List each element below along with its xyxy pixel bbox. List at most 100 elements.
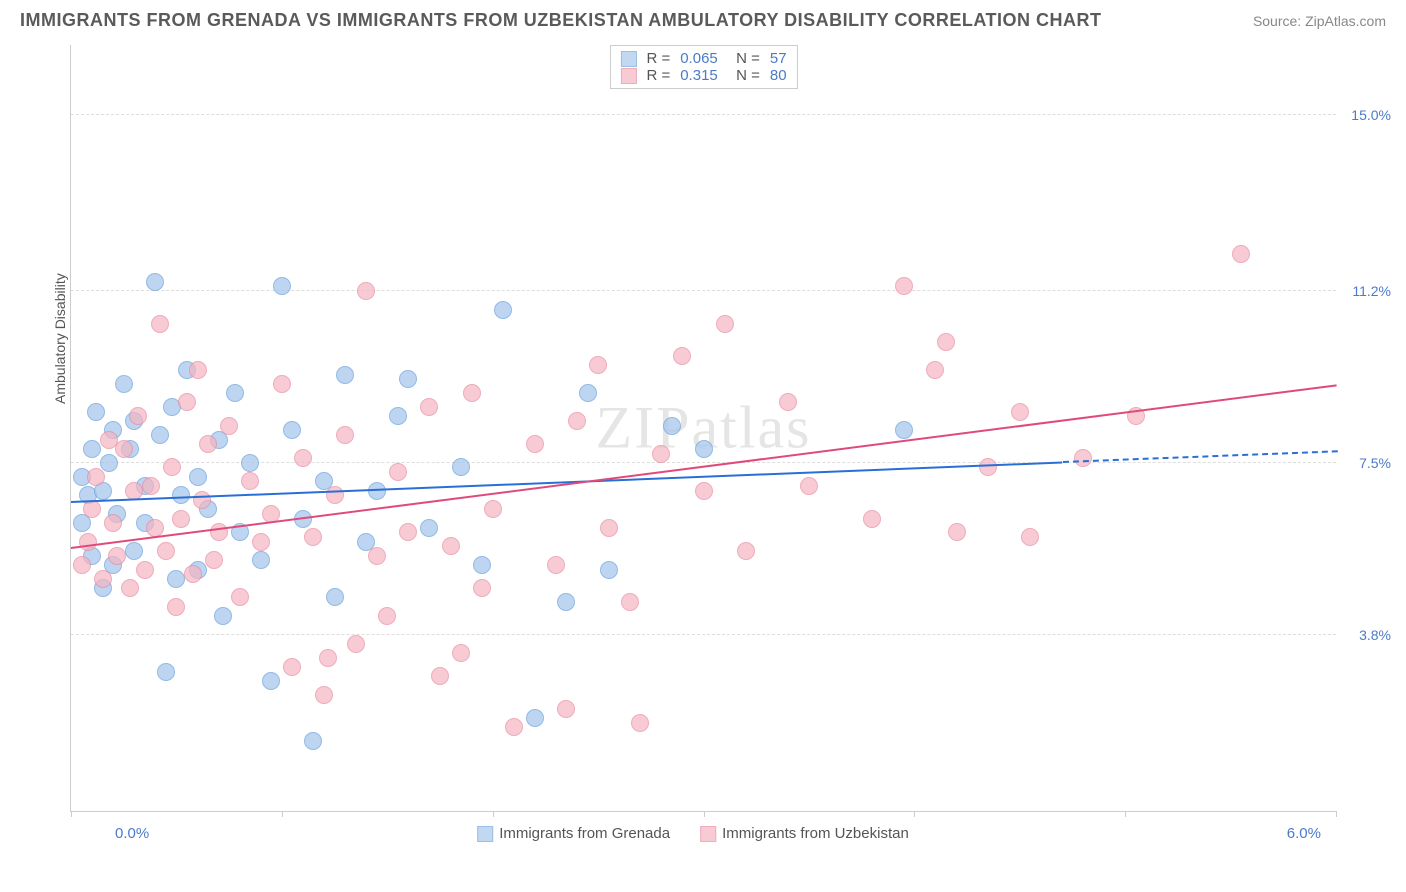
scatter-point [252,533,270,551]
scatter-point [420,398,438,416]
scatter-point [142,477,160,495]
x-tick [1336,811,1337,817]
scatter-point [87,403,105,421]
x-tick [282,811,283,817]
scatter-point [108,547,126,565]
r-label: R = [646,67,670,84]
scatter-point [357,282,375,300]
n-value: 80 [770,67,787,84]
scatter-point [136,561,154,579]
scatter-point [452,644,470,662]
scatter-point [231,588,249,606]
scatter-point [273,375,291,393]
legend-label: Immigrants from Grenada [499,825,670,842]
scatter-point [157,542,175,560]
scatter-point [157,663,175,681]
y-tick-label: 11.2% [1352,283,1391,299]
scatter-point [442,537,460,555]
scatter-point [621,593,639,611]
r-label: R = [646,50,670,67]
correlation-legend: R =0.065 N =57R =0.315 N =80 [609,45,797,89]
trend-line [71,384,1337,549]
scatter-point [589,356,607,374]
scatter-point [83,500,101,518]
scatter-point [779,393,797,411]
scatter-point [115,440,133,458]
scatter-point [283,421,301,439]
scatter-point [926,361,944,379]
scatter-point [473,579,491,597]
scatter-point [420,519,438,537]
scatter-point [737,542,755,560]
gridline: 7.5% [71,462,1336,463]
scatter-point [189,468,207,486]
scatter-point [347,635,365,653]
scatter-point [315,686,333,704]
gridline: 11.2% [71,290,1336,291]
scatter-point [463,384,481,402]
scatter-point [184,565,202,583]
scatter-point [336,426,354,444]
x-axis-max-label: 6.0% [1287,825,1321,842]
scatter-point [214,607,232,625]
scatter-point [304,528,322,546]
y-axis-label: Ambulatory Disability [52,273,68,404]
scatter-point [205,551,223,569]
scatter-point [193,491,211,509]
scatter-point [336,366,354,384]
legend-swatch [700,826,716,842]
scatter-point [125,482,143,500]
scatter-point [568,412,586,430]
scatter-point [557,593,575,611]
legend-item: Immigrants from Uzbekistan [700,825,909,842]
r-value: 0.315 [680,67,718,84]
scatter-point [167,598,185,616]
scatter-point [673,347,691,365]
scatter-point [526,709,544,727]
gridline: 15.0% [71,114,1336,115]
scatter-point [368,547,386,565]
scatter-point [151,426,169,444]
scatter-point [220,417,238,435]
scatter-point [600,519,618,537]
scatter-point [129,407,147,425]
scatter-point [100,454,118,472]
scatter-point [800,477,818,495]
correlation-row: R =0.065 N =57 [620,50,786,67]
y-tick-label: 15.0% [1351,107,1391,123]
legend-label: Immigrants from Uzbekistan [722,825,909,842]
scatter-point [326,486,344,504]
scatter-point [319,649,337,667]
scatter-point [494,301,512,319]
scatter-point [73,556,91,574]
scatter-point [631,714,649,732]
chart-header: IMMIGRANTS FROM GRENADA VS IMMIGRANTS FR… [0,0,1406,41]
x-tick [493,811,494,817]
scatter-point [579,384,597,402]
scatter-point [172,510,190,528]
scatter-point [473,556,491,574]
chart-source: Source: ZipAtlas.com [1253,13,1386,29]
plot-area: ZIPatlas R =0.065 N =57R =0.315 N =80 3.… [70,45,1336,812]
scatter-point [547,556,565,574]
trend-line [71,461,1063,503]
scatter-point [863,510,881,528]
y-tick-label: 7.5% [1359,455,1391,471]
scatter-point [146,519,164,537]
scatter-point [716,315,734,333]
scatter-point [283,658,301,676]
chart-title: IMMIGRANTS FROM GRENADA VS IMMIGRANTS FR… [20,10,1101,31]
scatter-point [241,454,259,472]
x-tick [1125,811,1126,817]
n-value: 57 [770,50,787,67]
scatter-point [172,486,190,504]
legend-item: Immigrants from Grenada [477,825,670,842]
legend-swatch [620,51,636,67]
scatter-point [94,570,112,588]
scatter-point [895,421,913,439]
scatter-point [378,607,396,625]
correlation-row: R =0.315 N =80 [620,67,786,84]
scatter-point [399,370,417,388]
scatter-point [273,277,291,295]
scatter-point [167,570,185,588]
